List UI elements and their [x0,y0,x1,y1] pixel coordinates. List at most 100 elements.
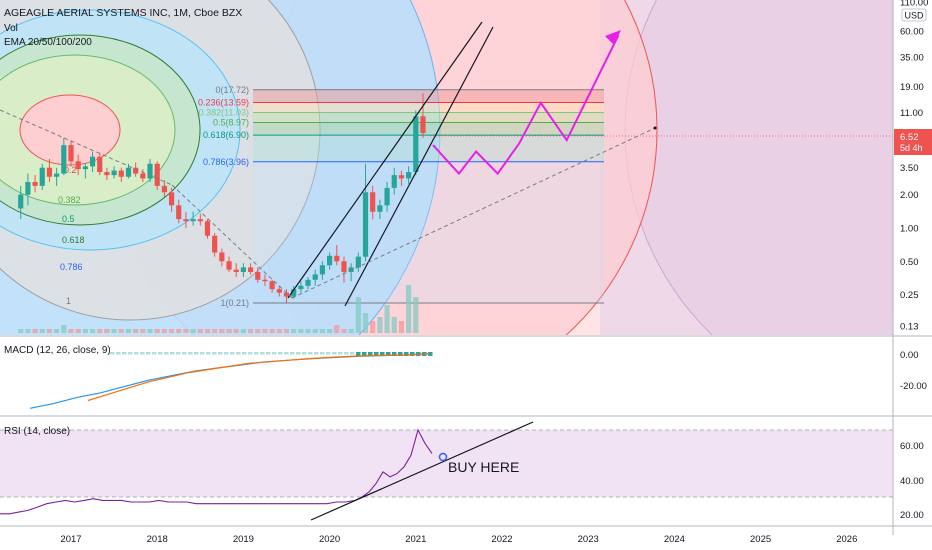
fib-level-label: 0.5(8.97) [213,117,249,127]
fib-retracement [253,89,604,304]
price-tick: 11.00 [900,108,923,119]
candle-body [377,205,383,212]
candle-body [312,274,318,280]
volume-bar [219,329,225,333]
macd-histogram-bar [308,352,313,355]
candle-body [147,163,153,179]
last-price-tag [894,129,932,155]
candle-body [176,205,182,220]
volume-bar [334,325,340,333]
candle-body [32,182,38,186]
fib-circle-label: 1 [66,296,71,306]
candle-body [190,219,196,222]
candle-body [89,156,96,167]
candle-body [413,116,419,173]
candle-body [291,289,297,297]
candle-body [168,192,175,206]
volume-bar [140,329,146,333]
price-axis-bg [893,0,932,535]
candle-body [54,173,60,177]
volume-bar [197,329,203,333]
candle-body [97,156,103,173]
macd-histogram-bar [194,352,199,355]
macd-histogram-bar [266,352,271,355]
volume-bar [212,329,218,333]
fib-circle-label: 0.5 [62,214,75,224]
candle-body [247,267,254,272]
candle-body [154,163,160,186]
macd-histogram-bar [314,352,319,355]
volume-bar [154,329,160,333]
macd-tick-0: 0.00 [900,350,919,361]
volume-bar [125,329,132,333]
volume-bar [384,305,390,333]
price-tick: 1.00 [900,223,919,234]
volume-bar [176,329,182,333]
volume-bar [89,329,96,333]
macd-histogram-bar [170,352,175,355]
fib-zone-band [253,89,604,103]
volume-bar [276,329,282,333]
candle-body [204,221,211,236]
channel-lower-line[interactable] [344,26,494,307]
candle-body [406,172,412,179]
macd-histogram-bar [350,352,355,355]
candle-body [75,161,81,170]
fib-trend-up [291,127,656,299]
macd-histogram-bar [278,352,283,355]
buy-marker [438,452,448,462]
macd-histogram-bar [320,352,325,355]
price-tick: 0.50 [900,257,919,268]
macd-histogram-bar [338,352,343,355]
price-tick: 3.50 [900,163,919,174]
candle-body [104,172,110,176]
macd-histogram-bar [242,352,247,355]
candle-body [298,285,304,290]
macd-histogram-bar [380,352,385,356]
candle-body [355,256,361,268]
volume-bar [406,285,412,333]
rsi-tick-0: 60.00 [900,441,924,452]
candle-body [161,185,167,193]
candle-body [133,167,139,174]
fib-level-label: 0.618(6.90) [203,130,249,140]
drawings-layer [0,21,656,307]
currency-button[interactable] [901,8,927,22]
macd-histogram-bar [212,352,217,355]
volume-bar [262,329,268,333]
rsi-tick-2: 20.00 [900,510,924,521]
candle-body [46,167,53,177]
fib-level-label: 0.236(13.59) [198,98,249,108]
macd-histogram-bar [236,352,241,355]
projection-path[interactable] [432,34,620,176]
price-tick: 60.00 [900,27,924,38]
volume-bars [18,285,419,333]
price-tick: 110.00 [900,0,928,9]
rsi-trendline[interactable] [310,421,534,521]
candle-body [420,116,426,134]
last-price-value: 6.52 [900,132,919,143]
candle-body [341,261,347,272]
time-tick: 2020 [319,534,340,545]
volume-bar [32,329,38,333]
price-tick: 35.00 [900,53,924,64]
candle-body [283,292,290,297]
macd-histogram-bar [326,352,331,355]
fib-circle-center-dot [653,126,657,130]
candle-body [39,167,45,186]
channel-upper-line[interactable] [287,21,483,299]
volume-bar [377,317,383,333]
volume-bar [305,329,311,333]
volume-bar [247,329,254,333]
volume-bar [226,329,232,333]
candle-body [262,279,268,282]
volume-bar [283,329,290,333]
fib-circle-02 [19,94,121,166]
macd-histogram-bar [254,352,259,355]
last-price-countdown: 5d 4h [900,143,923,153]
volume-bar [341,329,347,333]
time-tick: 2022 [491,534,512,545]
volume-bar [327,329,333,333]
macd-histogram-bar [140,352,145,355]
